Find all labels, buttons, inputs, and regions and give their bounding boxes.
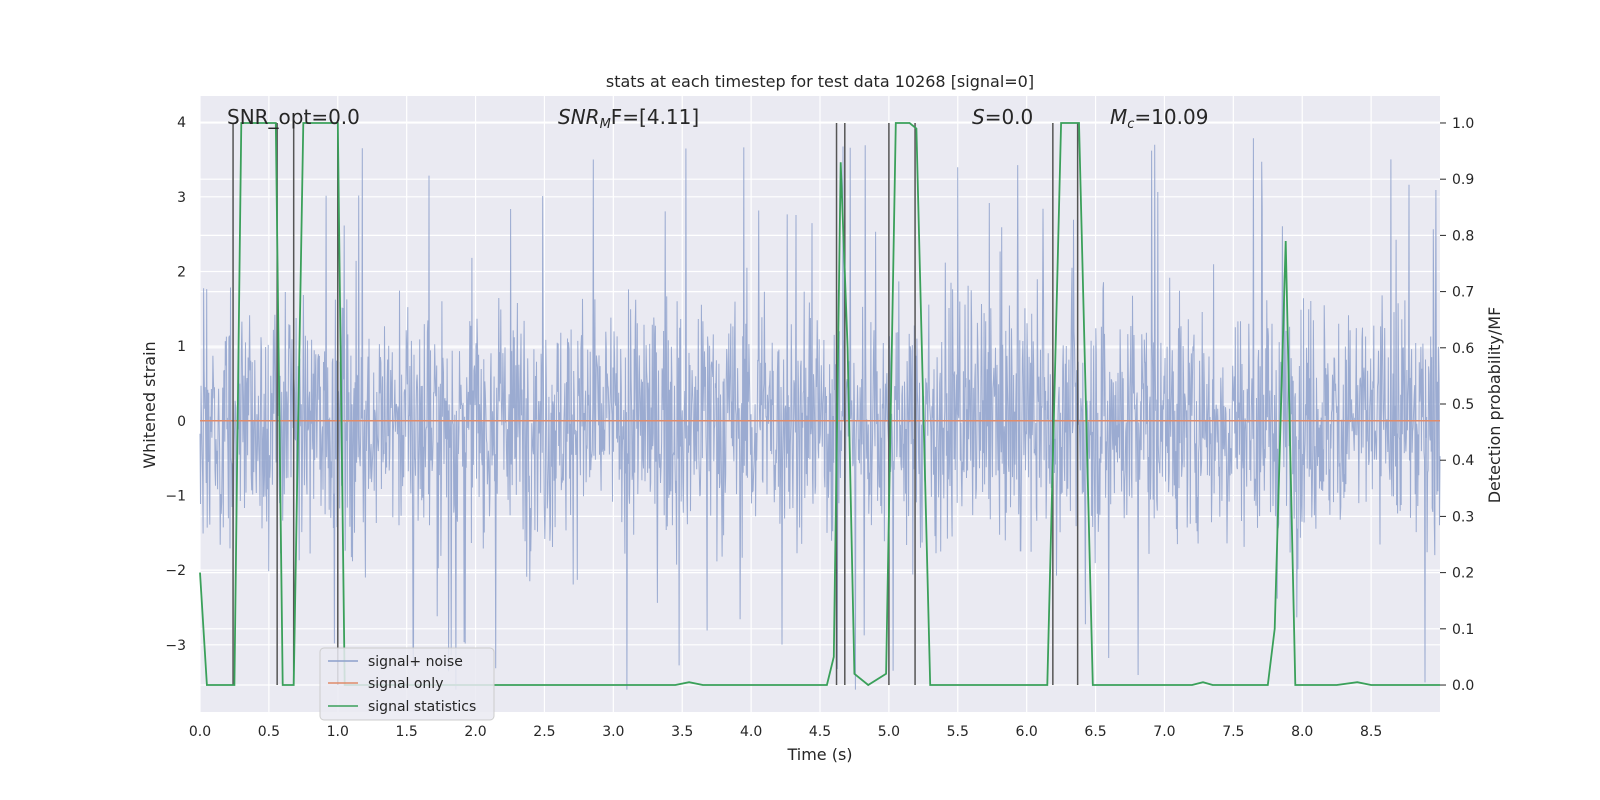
mc-symbol: M	[1110, 105, 1127, 129]
legend-label-signal-only: signal only	[368, 676, 443, 692]
x-tick-label: 5.0	[878, 724, 900, 740]
y-tick-label: −3	[165, 638, 186, 654]
y2-tick-label: 0.4	[1452, 453, 1474, 469]
y2-tick-label: 0.0	[1452, 678, 1474, 694]
x-tick-label: 8.5	[1360, 724, 1382, 740]
x-tick-label: 7.5	[1222, 724, 1244, 740]
y2-tick-label: 0.1	[1452, 622, 1474, 638]
mc-annotation: Mc=10.09	[1110, 105, 1208, 132]
y2-tick-label: 0.2	[1452, 566, 1474, 582]
y-tick-label: 3	[177, 190, 186, 206]
x-tick-label: 1.5	[396, 724, 418, 740]
y-ticks: 4 3 2 1 0 −1 −2 −3	[165, 115, 186, 654]
legend-label-statistics: signal statistics	[368, 699, 476, 715]
snr-mf-symbol: SNR	[558, 105, 600, 129]
x-tick-label: 3.0	[602, 724, 624, 740]
s-annotation: S=0.0	[972, 105, 1033, 129]
y2-tick-label: 0.7	[1452, 285, 1474, 301]
x-tick-label: 2.5	[533, 724, 555, 740]
x-tick-label: 0.0	[189, 724, 211, 740]
x-tick-label: 5.5	[947, 724, 969, 740]
x-tick-label: 8.0	[1291, 724, 1313, 740]
y2-tick-label: 1.0	[1452, 116, 1474, 132]
s-symbol: S	[972, 105, 985, 129]
x-tick-label: 1.0	[327, 724, 349, 740]
x-tick-label: 4.5	[809, 724, 831, 740]
signal-noise-line	[199, 138, 1441, 690]
x-tick-label: 4.0	[740, 724, 762, 740]
y2-tick-label: 0.9	[1452, 172, 1474, 188]
x-tick-label: 2.0	[464, 724, 486, 740]
x-tick-label: 6.0	[1016, 724, 1038, 740]
signal-noise-series	[199, 138, 1441, 690]
x-tick-label: 6.5	[1084, 724, 1106, 740]
y-tick-label: 1	[177, 339, 186, 355]
snr-opt-annotation: SNR_opt=0.0	[227, 105, 360, 129]
x-tick-label: 0.5	[258, 724, 280, 740]
y-tick-label: −1	[165, 488, 186, 504]
mc-value: =10.09	[1134, 105, 1208, 129]
y-axis-label: Whitened strain	[140, 341, 159, 468]
legend: signal+ noise signal only signal statist…	[319, 647, 495, 721]
s-value: =0.0	[985, 105, 1034, 129]
y-tick-label: 2	[177, 264, 186, 280]
snr-mf-subscript: M	[600, 117, 611, 132]
x-tick-label: 3.5	[671, 724, 693, 740]
y-tick-label: −2	[165, 563, 186, 579]
snr-mf-annotation: SNRMF=[4.11]	[558, 105, 699, 132]
x-ticks: 0.0 0.5 1.0 1.5 2.0 2.5 3.0 3.5 4.0 4.5 5.0 5.5 6.0 6…	[189, 724, 1382, 740]
y2-tick-label: 0.6	[1452, 341, 1474, 357]
signal-statistics-series	[199, 122, 1440, 687]
y2-tick-label: 0.3	[1452, 509, 1474, 525]
legend-box	[319, 647, 495, 721]
chart-title: stats at each timestep for test data 102…	[606, 72, 1034, 91]
y2-ticks: 1.0 0.9 0.8 0.7 0.6 0.5 0.4 0.3 0.2 0.1 0.0	[1440, 116, 1474, 694]
snr-mf-value: F=[4.11]	[611, 105, 699, 129]
y-tick-label: 0	[177, 414, 186, 430]
y-tick-label: 4	[177, 115, 186, 131]
y2-tick-label: 0.5	[1452, 397, 1474, 413]
y2-tick-label: 0.8	[1452, 228, 1474, 244]
legend-label-noise: signal+ noise	[368, 654, 463, 670]
x-tick-label: 7.0	[1153, 724, 1175, 740]
y2-axis-label: Detection probability/MF	[1485, 307, 1504, 504]
signal-statistics-line	[199, 122, 1440, 687]
x-axis-label: Time (s)	[786, 745, 852, 764]
mc-subscript: c	[1127, 117, 1134, 132]
